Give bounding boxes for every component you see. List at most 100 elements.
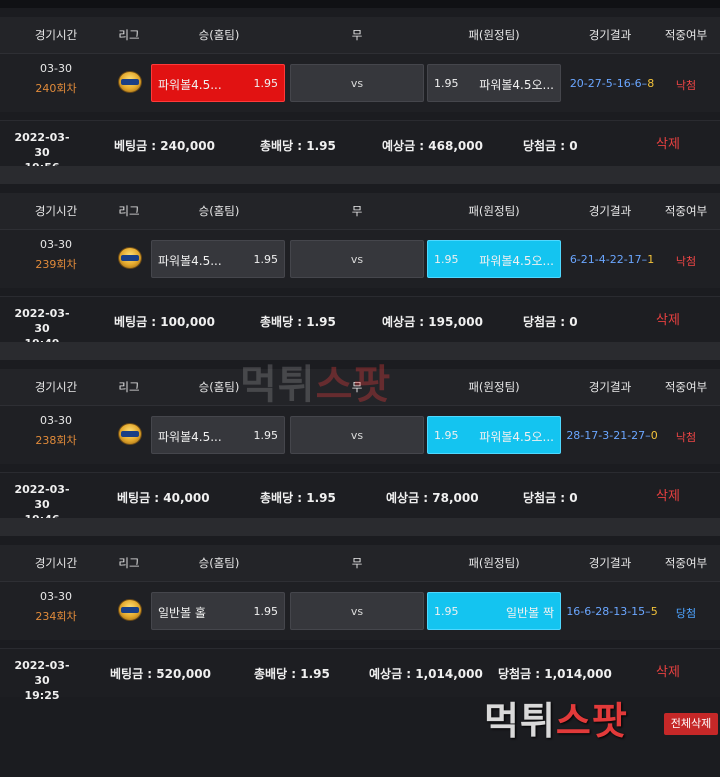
block-separator <box>0 342 720 360</box>
result-numbers: 20-27-5-16-6– <box>569 77 648 90</box>
home-team-label: 파워볼4.5... <box>158 430 222 444</box>
bet-amount: 베팅금 : 240,000 <box>114 139 215 153</box>
bet-row: 03-30 238회차 파워볼4.5... 1.95 vs 1.95 파워볼4.… <box>0 406 720 464</box>
header-home: 승(홈팀) <box>198 556 240 570</box>
header-league: 리그 <box>118 204 140 218</box>
header-away: 패(원정팀) <box>468 28 520 42</box>
game-date: 03-30 <box>40 414 72 427</box>
table-header: 경기시간 리그 승(홈팀) 무 패(원정팀) 경기결과 적중여부 <box>0 545 720 582</box>
game-time: 03-30 238회차 <box>28 414 84 448</box>
header-status: 적중여부 <box>664 380 708 394</box>
home-team-label: 일반볼 홀 <box>158 606 206 620</box>
bet-row: 03-30 239회차 파워볼4.5... 1.95 vs 1.95 파워볼4.… <box>0 230 720 288</box>
away-bet-button[interactable]: 1.95 파워볼4.5오... <box>427 64 561 102</box>
home-odds: 1.95 <box>253 253 279 266</box>
draw-bet-button[interactable]: vs <box>290 240 424 278</box>
bet-date: 2022-03-30 <box>14 483 70 511</box>
draw-bet-button[interactable]: vs <box>290 592 424 630</box>
header-home: 승(홈팀) <box>198 28 240 42</box>
result-numbers: 16-6-28-13-15– <box>566 605 651 618</box>
home-bet-button[interactable]: 파워볼4.5... 1.95 <box>151 64 285 102</box>
header-away: 패(원정팀) <box>468 380 520 394</box>
bet-slip-3: 경기시간 리그 승(홈팀) 무 패(원정팀) 경기결과 적중여부 03-30 2… <box>0 360 720 526</box>
win-amount: 당첨금 : 1,014,000 <box>498 667 612 681</box>
block-separator <box>0 518 720 536</box>
away-bet-button[interactable]: 1.95 파워볼4.5오... <box>427 240 561 278</box>
header-home: 승(홈팀) <box>198 204 240 218</box>
delete-all-button[interactable]: 전체삭제 <box>664 713 718 735</box>
game-result: 16-6-28-13-15–5 <box>566 605 658 618</box>
watermark-text-a: 먹튀 <box>240 362 316 408</box>
home-odds: 1.95 <box>253 429 279 442</box>
result-sum: 1 <box>647 253 655 266</box>
delete-button[interactable]: 삭제 <box>656 313 680 328</box>
home-bet-button[interactable]: 파워볼4.5... 1.95 <box>151 240 285 278</box>
away-team-label: 파워볼4.5오... <box>479 430 554 444</box>
header-status: 적중여부 <box>664 556 708 570</box>
bet-time: 19:25 <box>24 689 60 702</box>
game-date: 03-30 <box>40 62 72 75</box>
header-result: 경기결과 <box>588 28 632 42</box>
away-bet-button[interactable]: 1.95 일반볼 짝 <box>427 592 561 630</box>
watermark-text-b: 스팟 <box>555 699 628 743</box>
result-sum: 0 <box>650 429 658 442</box>
bet-date: 2022-03-30 <box>14 307 70 335</box>
game-time: 03-30 240회차 <box>28 62 84 96</box>
win-amount: 당첨금 : 0 <box>523 491 578 505</box>
expected-amount: 예상금 : 195,000 <box>382 315 483 329</box>
header-home: 승(홈팀) <box>198 380 240 394</box>
game-time: 03-30 239회차 <box>28 238 84 272</box>
result-sum: 5 <box>650 605 658 618</box>
header-result: 경기결과 <box>588 556 632 570</box>
vs-label: vs <box>350 429 364 442</box>
home-team-label: 파워볼4.5... <box>158 78 222 92</box>
bet-amount: 베팅금 : 520,000 <box>110 667 211 681</box>
bet-amount: 베팅금 : 100,000 <box>114 315 215 329</box>
game-result: 6-21-4-22-17–1 <box>566 253 658 266</box>
expected-amount: 예상금 : 468,000 <box>382 139 483 153</box>
header-draw: 무 <box>351 380 363 394</box>
bet-datetime: 2022-03-30 19:25 <box>8 658 76 703</box>
header-away: 패(원정팀) <box>468 204 520 218</box>
delete-button[interactable]: 삭제 <box>656 489 680 504</box>
header-time: 경기시간 <box>34 556 78 570</box>
bet-row: 03-30 234회차 일반볼 홀 1.95 vs 1.95 일반볼 짝 16-… <box>0 582 720 640</box>
game-result: 20-27-5-16-6–8 <box>566 77 658 90</box>
header-time: 경기시간 <box>34 204 78 218</box>
header-draw: 무 <box>351 204 363 218</box>
draw-bet-button[interactable]: vs <box>290 64 424 102</box>
hit-status: 낙첨 <box>675 255 697 268</box>
bet-slip-1: 경기시간 리그 승(홈팀) 무 패(원정팀) 경기결과 적중여부 03-30 2… <box>0 8 720 174</box>
away-team-label: 파워볼4.5오... <box>479 254 554 268</box>
hit-status: 낙첨 <box>675 79 697 92</box>
vs-label: vs <box>350 77 364 90</box>
delete-button[interactable]: 삭제 <box>656 665 680 680</box>
total-odds: 총배당 : 1.95 <box>260 139 336 153</box>
draw-bet-button[interactable]: vs <box>290 416 424 454</box>
home-team-label: 파워볼4.5... <box>158 254 222 268</box>
game-result: 28-17-3-21-27–0 <box>566 429 658 442</box>
away-bet-button[interactable]: 1.95 파워볼4.5오... <box>427 416 561 454</box>
powerball-league-icon <box>118 71 142 93</box>
watermark-text-b: 스팟 <box>315 362 392 408</box>
home-bet-button[interactable]: 파워볼4.5... 1.95 <box>151 416 285 454</box>
away-odds: 1.95 <box>434 253 459 266</box>
home-odds: 1.95 <box>253 605 279 618</box>
away-odds: 1.95 <box>434 605 459 618</box>
header-draw: 무 <box>351 28 363 42</box>
header-draw: 무 <box>351 556 363 570</box>
bet-slip-2: 경기시간 리그 승(홈팀) 무 패(원정팀) 경기결과 적중여부 03-30 2… <box>0 184 720 350</box>
bet-date: 2022-03-30 <box>14 659 70 687</box>
header-result: 경기결과 <box>588 204 632 218</box>
result-numbers: 28-17-3-21-27– <box>566 429 651 442</box>
game-date: 03-30 <box>40 590 72 603</box>
away-odds: 1.95 <box>434 429 459 442</box>
game-round: 234회차 <box>35 610 77 623</box>
total-odds: 총배당 : 1.95 <box>254 667 330 681</box>
delete-button[interactable]: 삭제 <box>656 137 680 152</box>
bet-amount: 베팅금 : 40,000 <box>117 491 210 505</box>
home-bet-button[interactable]: 일반볼 홀 1.95 <box>151 592 285 630</box>
home-odds: 1.95 <box>253 77 279 90</box>
